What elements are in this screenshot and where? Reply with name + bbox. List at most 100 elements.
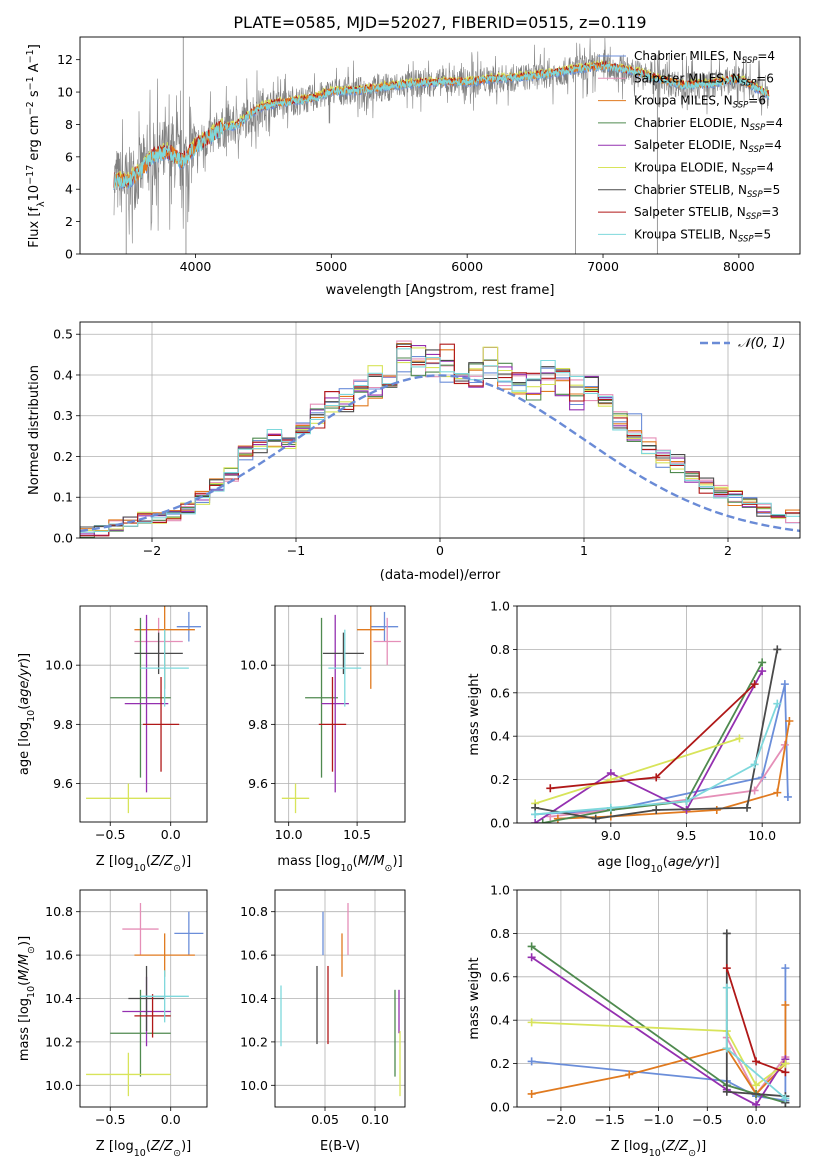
series-marker — [773, 645, 782, 654]
x-tick-label: 6000 — [451, 259, 483, 274]
y-tick-label: 9.6 — [53, 776, 73, 791]
axes: 0.05 0.10 10.0 10.2 10.4 10.6 10.8 — [240, 904, 389, 1127]
axes: −0.5 0.0 9.6 9.8 10.0 Z [log10(Z/Z⊙)] age [log… — [17, 653, 191, 874]
y-tick-label: 10 — [57, 85, 73, 100]
y-tick-label: 9.8 — [53, 717, 73, 732]
x-tick-label: −1.5 — [595, 1112, 625, 1127]
y-tick-label: 0.4 — [490, 729, 510, 744]
series-line — [542, 661, 763, 823]
errorbar-kroupa-elodie — [86, 1052, 171, 1097]
series-marker — [652, 773, 661, 782]
legend-label-kroupa-elodie: Kroupa ELODIE, NSSP=4 — [634, 161, 774, 178]
series-marker — [652, 805, 661, 814]
x-tick-label: 9.0 — [601, 828, 621, 843]
series-kroupa-stelib — [722, 983, 790, 1103]
y-tick-label: 1.0 — [490, 599, 510, 614]
series-marker — [722, 1087, 731, 1096]
model-spectrum-kroupa-stelib — [113, 62, 770, 190]
panel-age-vs-Z: −0.5 0.0 9.6 9.8 10.0 Z [log10(Z/Z⊙)] age [log… — [17, 605, 208, 874]
series-kroupa-stelib — [531, 699, 782, 819]
axes-frame — [79, 605, 208, 823]
legend-label-chabrier-miles: Chabrier MILES, NSSP=4 — [634, 49, 775, 66]
y-tick-label: 0 — [65, 247, 73, 262]
y-tick-label: 10.8 — [240, 904, 268, 919]
x-tick-label: 1 — [580, 543, 588, 558]
y-tick-label: 6 — [65, 149, 73, 164]
errorbar-kroupa-miles — [134, 933, 195, 977]
legend: 𝒩(0, 1) — [700, 336, 785, 351]
axes-frame — [79, 889, 208, 1108]
x-tick-label: −0.5 — [95, 827, 125, 842]
panel-mass-vs-Z: −0.5 0.0 10.0 10.2 10.4 10.6 10.8 Z [log10(Z/Z⊙… — [17, 889, 208, 1159]
legend-label-chabrier-stelib: Chabrier STELIB, NSSP=5 — [634, 183, 780, 200]
x-tick-label: 0.10 — [361, 1112, 389, 1127]
y-tick-label: 4 — [65, 182, 73, 197]
x-tick-label: 2 — [724, 543, 732, 558]
errorbar-chabrier-miles — [370, 611, 399, 642]
y-tick-label: 0.2 — [490, 772, 510, 787]
errorbar-salpeter-miles — [122, 903, 159, 956]
series-marker — [758, 667, 767, 676]
series-kroupa-miles — [553, 717, 794, 823]
panel-mass-vs-ebv: 0.05 0.10 10.0 10.2 10.4 10.6 10.8 — [240, 889, 406, 1127]
y-tick-label: 10.0 — [240, 658, 268, 673]
x-tick-label: 0.05 — [311, 1112, 339, 1127]
panel-age-vs-mass: 10.0 10.5 9.6 9.8 10.0 mass [log10(M/M⊙)] — [240, 605, 406, 874]
histogram-salpeter-stelib — [80, 343, 800, 537]
y-tick-label: 0.5 — [53, 327, 73, 342]
x-tick-label: 7000 — [587, 259, 619, 274]
series-marker — [682, 797, 691, 806]
series-salpeter-stelib — [722, 964, 790, 1077]
series-marker — [527, 1057, 536, 1066]
y-tick-label: 0.0 — [490, 816, 510, 831]
series-line — [534, 670, 763, 823]
plot-area — [86, 903, 204, 1097]
legend-label-normal: 𝒩(0, 1) — [738, 336, 785, 351]
axes: −0.5 0.0 10.0 10.2 10.4 10.6 10.8 Z [log10(Z/Z⊙… — [17, 904, 191, 1158]
axes-frame — [516, 605, 801, 824]
x-tick-label: −1 — [287, 543, 305, 558]
plot-area — [113, 37, 770, 254]
axes-frame — [274, 889, 406, 1108]
x-tick-label: 5000 — [315, 259, 347, 274]
y-axis-label: mass [log10(M/M⊙)] — [17, 936, 37, 1061]
x-tick-label: −2.0 — [546, 1112, 576, 1127]
y-axis-label: Flux [fλ10−17 erg cm−2 s−1 A−1] — [25, 44, 47, 248]
axes: 9.0 9.5 10.0 0.0 0.2 0.4 0.6 0.8 1.0 age [log10(a… — [467, 599, 776, 875]
y-tick-label: 0.0 — [53, 531, 73, 546]
x-axis-label: Z [log10(Z/Z⊙)] — [96, 854, 191, 874]
y-tick-label: 0.6 — [490, 685, 510, 700]
legend-label-kroupa-stelib: Kroupa STELIB, NSSP=5 — [634, 227, 771, 244]
series-kroupa-elodie — [531, 734, 744, 808]
x-tick-label: 0.0 — [161, 1112, 181, 1127]
errorbar-chabrier-stelib — [322, 632, 364, 675]
plot-area — [86, 606, 201, 814]
y-tick-label: 12 — [57, 52, 73, 67]
axes: −2.0 −1.5 −1.0 −0.5 0.0 0.0 0.2 0.4 0.6 0.8 1.0 Z [… — [467, 883, 766, 1159]
plot-area — [80, 340, 800, 538]
axes-frame — [79, 321, 801, 539]
x-tick-label: 4000 — [180, 259, 212, 274]
y-tick-label: 2 — [65, 214, 73, 229]
legend-label-salpeter-elodie: Salpeter ELODIE, NSSP=4 — [634, 138, 782, 155]
errorbar-chabrier-miles — [174, 911, 204, 956]
errorbar-kroupa-stelib — [140, 629, 189, 707]
y-axis-label: mass weight — [467, 957, 482, 1039]
errorbar-kroupa-stelib — [140, 970, 189, 1023]
x-axis-label: wavelength [Angstrom, rest frame] — [326, 283, 555, 298]
series-marker — [527, 1018, 536, 1027]
series-line — [550, 744, 786, 818]
x-tick-label: −1.0 — [643, 1112, 673, 1127]
series-marker — [785, 717, 794, 726]
series-marker — [531, 810, 540, 819]
x-axis-label: mass [log10(M/M⊙)] — [277, 854, 402, 874]
series-marker — [773, 699, 782, 708]
y-tick-label: 0.4 — [53, 367, 73, 382]
series-marker — [591, 814, 600, 823]
errorbar-kroupa-stelib — [328, 629, 362, 707]
legend-label-salpeter-stelib: Salpeter STELIB, NSSP=3 — [634, 205, 779, 222]
observed-spectrum — [113, 37, 769, 244]
x-tick-label: 0 — [436, 543, 444, 558]
series-marker — [781, 1094, 790, 1103]
errorbar-salpeter-stelib — [318, 677, 347, 772]
